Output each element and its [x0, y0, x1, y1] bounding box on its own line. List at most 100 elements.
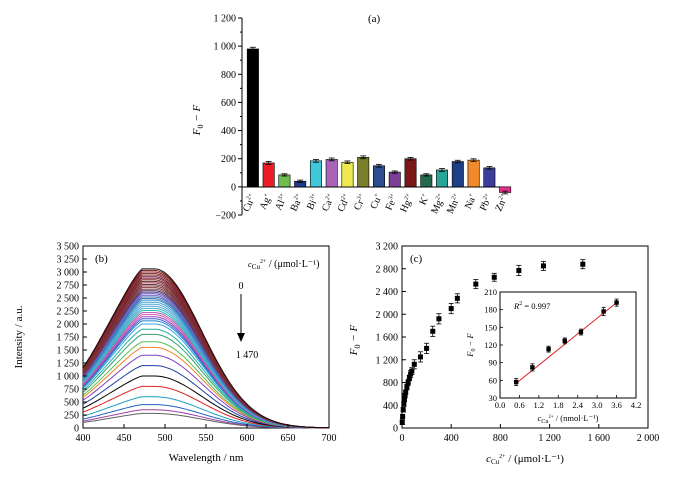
x-tick-label-Mg2+: Mg2+ — [429, 192, 448, 216]
panel-b-y-tick-label: 2 500 — [57, 294, 80, 305]
data-point — [402, 393, 408, 399]
inset-x-tick-label: 3.0 — [592, 400, 603, 410]
panel-b-y-axis-title: Intensity / a.u. — [13, 305, 25, 368]
panel-b-y-tick-label: 2 250 — [57, 307, 80, 318]
spectrum-curve — [82, 396, 329, 429]
panel-c-x-tick-label: 400 — [444, 433, 459, 444]
data-point — [405, 380, 411, 385]
inset-x-tick-label: 0.0 — [495, 400, 506, 410]
inset-data-point — [578, 329, 584, 335]
panel-b-arrow-start-label: 0 — [239, 281, 244, 292]
inset-x-tick-label: 0.6 — [514, 400, 525, 410]
bar-Cu2+ — [246, 48, 259, 188]
data-point — [409, 368, 415, 374]
bar-Bi3+ — [309, 160, 322, 188]
bar-Cd2+ — [341, 161, 354, 188]
panel-b-y-tick-label: 2 000 — [57, 320, 80, 331]
inset-data-point — [530, 365, 535, 370]
panel-b-y-tick-label: 3 000 — [57, 268, 80, 279]
panel-c-y-tick-label: 1 200 — [376, 355, 399, 366]
data-point — [400, 407, 406, 413]
panel-b-arrow-end-label: 1 470 — [236, 350, 259, 361]
panel-b-x-tick-label: 450 — [117, 433, 132, 444]
x-tick-label-Bi3+: Bi3+ — [305, 192, 322, 212]
panel-c-x-tick-label: 1 600 — [588, 433, 611, 444]
inset-x-tick-label: 1.8 — [553, 400, 564, 410]
data-point — [406, 375, 412, 381]
x-tick-label-Ag+: Ag+ — [258, 192, 275, 211]
inset-data-point — [601, 309, 606, 314]
bar-Fe3+ — [388, 171, 401, 188]
inset-data-point — [546, 346, 551, 352]
data-point — [448, 306, 454, 312]
bar-Hg2+ — [404, 158, 417, 188]
panel-b-y-tick-label: 1 250 — [57, 359, 80, 370]
panel-c-x-tick-label: 2 000 — [637, 433, 660, 444]
x-tick-label-Cu2+: Cu2+ — [241, 192, 259, 214]
x-tick-label-Cu+: Cu+ — [368, 192, 385, 211]
bar-Cu+ — [373, 165, 385, 188]
data-point — [399, 419, 405, 425]
panel-b-concentration-label: cCu2+ / (μmol·L⁻¹) — [248, 259, 319, 271]
panel-b-x-tick-label: 650 — [281, 433, 296, 444]
panel-c-x-tick-label: 800 — [493, 433, 508, 444]
x-tick-label-Na+: Na+ — [463, 192, 480, 211]
panel-b-y-tick-label: 750 — [64, 385, 79, 396]
panel-c-y-axis-title: F0 − F — [348, 325, 362, 357]
inset-y-tick-label: 210 — [484, 287, 497, 297]
data-point — [516, 267, 522, 273]
panel-b-x-tick-label: 600 — [240, 433, 255, 444]
panel-b-line-chart: 400 450 500 550 600 650 700 0 250 500 750 1 000 1 2… — [13, 242, 337, 465]
panel-b-x-tick-label: 500 — [158, 433, 173, 444]
panel-b-y-tick-label: 0 — [74, 424, 79, 435]
x-tick-label-K+: K+ — [418, 192, 433, 207]
panel-a-y-tick-label: 600 — [221, 98, 236, 109]
panel-b-label: (b) — [95, 253, 108, 265]
data-point — [424, 345, 430, 351]
spectrum-curve — [82, 385, 330, 429]
panel-c-y-tick-label: 2 000 — [376, 310, 399, 321]
data-point — [403, 389, 409, 395]
panel-a-y-tick-label: 0 — [231, 182, 236, 193]
inset-data-point — [614, 300, 619, 305]
panel-c-label: (c) — [410, 253, 423, 265]
bar-Ca2+ — [325, 159, 338, 188]
panel-a-y-tick-label: 800 — [221, 70, 236, 81]
panel-b-y-tick-label: 1 000 — [57, 372, 80, 383]
x-tick-label-Cd2+: Cd2+ — [336, 192, 354, 214]
bar-Mn2+ — [451, 161, 464, 188]
panel-a-y-tick-label: −200 — [215, 211, 236, 222]
data-point — [411, 361, 417, 367]
panel-b-x-tick-label: 400 — [76, 433, 91, 444]
inset-x-axis-title: cCu2+ / (nmol·L⁻¹) — [538, 413, 599, 425]
inset-x-tick-label: 1.2 — [534, 400, 545, 410]
x-tick-label-Hg2+: Hg2+ — [398, 192, 416, 214]
data-point — [473, 281, 479, 287]
x-tick-label-Ba2+: Ba2+ — [289, 192, 307, 213]
panel-c-scatter-chart: 0 400 800 1 200 1 600 2 000 0 400 800 1 200 1 600… — [348, 242, 659, 467]
inset-y-tick-label: 30 — [489, 393, 498, 403]
panel-b-y-tick-label: 3 250 — [57, 255, 80, 266]
panel-a-y-tick-label: 400 — [221, 126, 236, 137]
panel-b-y-tick-label: 2 750 — [57, 281, 80, 292]
panel-b-x-tick-label: 550 — [199, 433, 214, 444]
panel-b-y-tick-label: 1 750 — [57, 333, 80, 344]
panel-b-y-tick-label: 3 500 — [57, 242, 80, 253]
panel-c-x-tick-label: 1 200 — [538, 433, 561, 444]
data-point — [430, 328, 436, 334]
inset-r2-annotation: R2 = 0.997 — [513, 301, 550, 311]
data-point — [408, 371, 414, 377]
panel-a-y-axis-title: F0 − F — [191, 105, 205, 137]
panel-c-y-tick-label: 1 600 — [376, 333, 399, 344]
x-tick-label-Pb2+: Pb2+ — [478, 192, 495, 213]
inset-x-tick-label: 3.6 — [611, 400, 622, 410]
panel-b-x-tick-label: 700 — [322, 433, 337, 444]
x-tick-label-Al3+: Al3+ — [273, 192, 290, 212]
panel-a-y-tick-label: 200 — [221, 154, 236, 165]
data-point — [417, 354, 423, 360]
inset-data-point — [562, 338, 567, 344]
panel-b-x-axis-title: Wavelength / nm — [169, 452, 244, 464]
bar-Cr3+ — [357, 157, 370, 188]
